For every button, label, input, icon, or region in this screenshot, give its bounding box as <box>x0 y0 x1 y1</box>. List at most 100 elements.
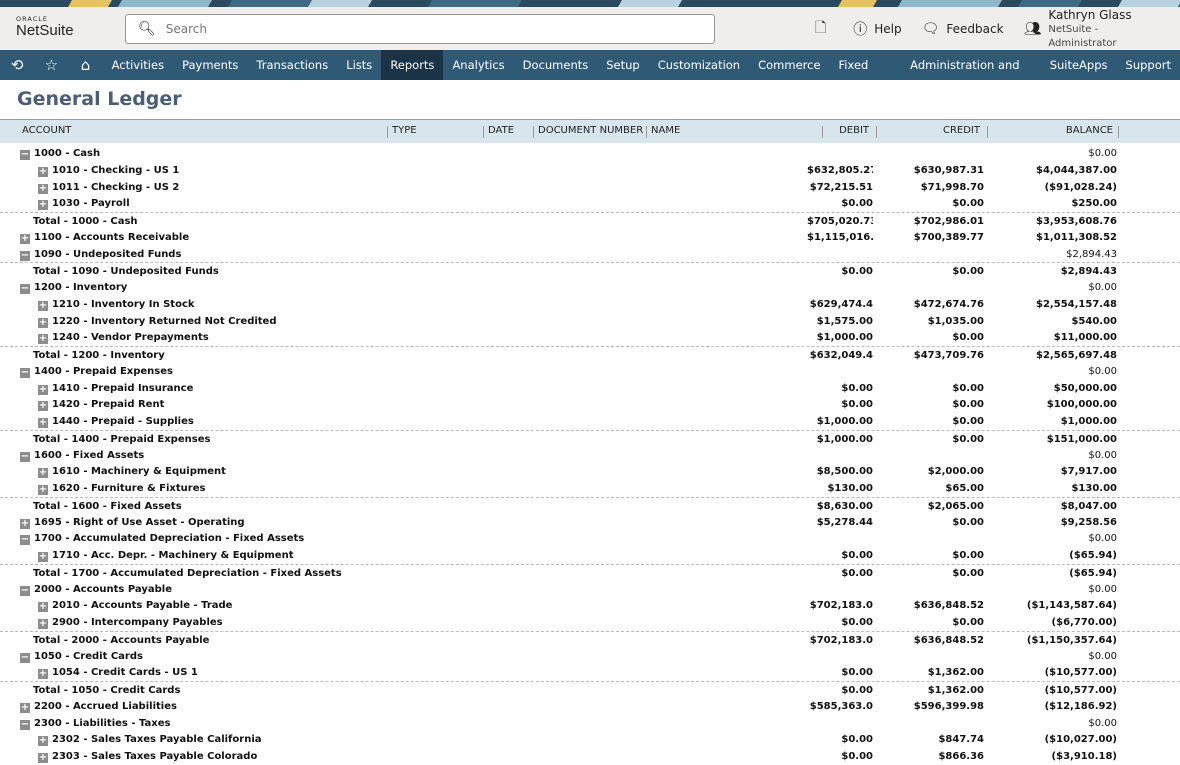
netsuite-logo[interactable]: ORACLE NetSuite <box>16 16 74 38</box>
account-name[interactable]: 1030 - Payroll <box>52 198 130 210</box>
expand-icon[interactable]: + <box>38 467 48 479</box>
account-name[interactable]: 1220 - Inventory Returned Not Credited <box>52 315 277 327</box>
expand-icon[interactable]: + <box>38 668 48 680</box>
nav-item-commerce[interactable]: Commerce <box>758 58 821 72</box>
collapse-icon[interactable]: − <box>20 651 30 663</box>
collapse-icon[interactable]: − <box>20 718 30 730</box>
expand-icon[interactable]: + <box>38 618 48 629</box>
account-name[interactable]: 1410 - Prepaid Insurance <box>52 382 194 394</box>
account-name[interactable]: 2300 - Liabilities - Taxes <box>34 717 171 729</box>
account-name[interactable]: 1610 - Machinery & Equipment <box>52 466 226 478</box>
nav-item-documents[interactable]: Documents <box>522 58 589 72</box>
account-name[interactable]: 1054 - Credit Cards - US 1 <box>52 667 198 679</box>
account-name[interactable]: 1090 - Undeposited Funds <box>34 248 182 260</box>
account-name[interactable]: 2900 - Intercompany Payables <box>52 617 223 628</box>
expand-icon[interactable]: + <box>38 199 48 211</box>
expand-icon[interactable]: + <box>38 182 48 194</box>
account-name[interactable]: Total - 1600 - Fixed Assets <box>33 500 182 512</box>
home-icon[interactable]: ⌂ <box>80 56 91 74</box>
account-name[interactable]: 1700 - Accumulated Depreciation - Fixed … <box>34 533 305 545</box>
nav-item-payments[interactable]: Payments <box>182 58 239 72</box>
account-name[interactable]: 2303 - Sales Taxes Payable Colorado <box>52 751 258 762</box>
nav-item-reports[interactable]: Reports <box>381 50 444 80</box>
account-name[interactable]: Total - 2000 - Accounts Payable <box>33 634 210 646</box>
account-name[interactable]: 1695 - Right of Use Asset - Operating <box>34 516 245 528</box>
account-name[interactable]: 2010 - Accounts Payable - Trade <box>52 600 233 612</box>
account-name[interactable]: Total - 1200 - Inventory <box>33 350 165 361</box>
expand-icon[interactable]: + <box>38 417 48 428</box>
nav-item-customization[interactable]: Customization <box>657 58 741 72</box>
nav-item-fixed-assets[interactable]: Fixed Assets <box>838 58 876 102</box>
collapse-icon[interactable]: − <box>20 366 30 378</box>
account-name[interactable]: 1010 - Checking - US 1 <box>52 164 180 176</box>
nav-item-support[interactable]: Support <box>1125 58 1171 72</box>
global-search[interactable]: 🔍︎ <box>125 14 715 44</box>
expand-icon[interactable]: + <box>38 333 48 345</box>
expand-icon[interactable]: + <box>38 383 48 395</box>
nav-item-transactions[interactable]: Transactions <box>256 58 329 72</box>
expand-icon[interactable]: + <box>38 551 48 562</box>
help-button[interactable]: ⓘ Help <box>853 19 901 39</box>
credit-value: $1,035.00 <box>927 315 984 327</box>
account-name[interactable]: 1011 - Checking - US 2 <box>52 181 180 193</box>
col-type[interactable]: TYPE <box>392 125 417 136</box>
col-date[interactable]: DATE <box>488 125 515 136</box>
account-name[interactable]: Total - 1700 - Accumulated Depreciation … <box>33 567 342 579</box>
account-name[interactable]: 2200 - Accrued Liabilities <box>34 700 177 712</box>
account-name[interactable]: 1400 - Prepaid Expenses <box>34 365 173 377</box>
account-name[interactable]: 1050 - Credit Cards <box>34 650 143 662</box>
account-name[interactable]: 1440 - Prepaid - Supplies <box>52 416 194 427</box>
account-name[interactable]: 1620 - Furniture & Fixtures <box>52 483 206 494</box>
col-debit[interactable]: DEBIT <box>839 125 869 136</box>
expand-icon[interactable]: + <box>38 400 48 412</box>
col-balance[interactable]: BALANCE <box>1065 125 1113 136</box>
expand-icon[interactable]: + <box>20 517 30 529</box>
collapse-icon[interactable]: − <box>20 249 30 261</box>
nav-item-activities[interactable]: Activities <box>111 58 165 72</box>
expand-icon[interactable]: + <box>38 735 48 747</box>
expand-icon[interactable]: + <box>38 752 48 763</box>
col-document-number[interactable]: DOCUMENT NUMBER <box>538 125 644 136</box>
expand-icon[interactable]: + <box>20 232 30 244</box>
collapse-icon[interactable]: − <box>20 450 30 462</box>
nav-item-suiteapps[interactable]: SuiteApps <box>1049 58 1108 72</box>
expand-icon[interactable]: + <box>20 701 30 713</box>
account-name[interactable]: 1210 - Inventory In Stock <box>52 298 195 310</box>
expand-icon[interactable]: + <box>38 484 48 495</box>
expand-icon[interactable]: + <box>38 165 48 177</box>
col-name[interactable]: NAME <box>651 125 681 136</box>
account-name[interactable]: 1200 - Inventory <box>34 282 128 293</box>
user-menu[interactable]: 👥︎ Kathryn Glass NetSuite - Administrator <box>1024 7 1160 50</box>
account-name[interactable]: 2302 - Sales Taxes Payable California <box>52 734 262 746</box>
collapse-icon[interactable]: − <box>20 149 30 160</box>
feedback-button[interactable]: 🗨︎ Feedback <box>922 21 1004 37</box>
nav-item-administration-and-controls[interactable]: Administration and Controls <box>910 58 1020 102</box>
collapse-icon[interactable]: − <box>20 534 30 546</box>
nav-item-setup[interactable]: Setup <box>606 58 640 72</box>
balance-value: $3,953,608.76 <box>1036 216 1117 227</box>
account-name[interactable]: 1100 - Accounts Receivable <box>34 231 190 243</box>
account-name[interactable]: Total - 1090 - Undeposited Funds <box>33 266 219 278</box>
account-name[interactable]: 1420 - Prepaid Rent <box>52 399 165 411</box>
col-credit[interactable]: CREDIT <box>942 125 980 136</box>
nav-item-lists[interactable]: Lists <box>346 58 373 72</box>
account-name[interactable]: Total - 1400 - Prepaid Expenses <box>33 433 211 445</box>
account-name[interactable]: 1600 - Fixed Assets <box>34 449 145 461</box>
collapse-icon[interactable]: − <box>20 584 30 596</box>
star-icon[interactable]: ☆ <box>44 56 59 74</box>
search-input[interactable] <box>165 22 666 36</box>
new-document-button[interactable]: 🗋︎ <box>815 17 833 41</box>
account-name[interactable]: 1000 - Cash <box>34 148 101 159</box>
account-name[interactable]: 1240 - Vendor Prepayments <box>52 332 209 344</box>
expand-icon[interactable]: + <box>38 316 48 328</box>
account-name[interactable]: Total - 1050 - Credit Cards <box>33 685 181 696</box>
account-name[interactable]: Total - 1000 - Cash <box>33 216 138 227</box>
account-name[interactable]: 1710 - Acc. Depr. - Machinery & Equipmen… <box>52 550 294 561</box>
collapse-icon[interactable]: − <box>20 283 30 294</box>
col-account[interactable]: ACCOUNT <box>22 125 72 136</box>
nav-item-analytics[interactable]: Analytics <box>452 58 505 72</box>
recent-icon[interactable]: ⟲ <box>10 56 24 74</box>
expand-icon[interactable]: + <box>38 601 48 613</box>
expand-icon[interactable]: + <box>38 299 48 311</box>
account-name[interactable]: 2000 - Accounts Payable <box>34 583 172 595</box>
